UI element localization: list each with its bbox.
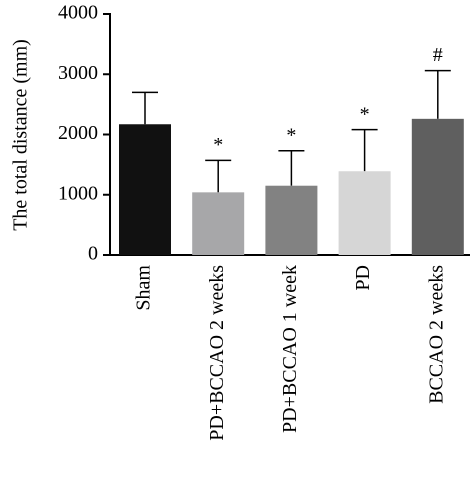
significance-label: *: [360, 103, 370, 125]
y-tick-label: 0: [88, 243, 98, 265]
significance-label: #: [433, 44, 443, 66]
y-tick-label: 4000: [58, 2, 98, 24]
bar: [265, 185, 318, 255]
y-tick-label: 3000: [58, 62, 98, 84]
x-tick-label: PD+BCCAO 2 weeks: [206, 265, 228, 441]
bar: [338, 171, 391, 255]
significance-label: *: [213, 134, 223, 156]
x-tick-label: BCCAO 2 weeks: [425, 265, 447, 404]
bar: [411, 118, 464, 256]
x-tick-label: Sham: [133, 265, 155, 311]
y-tick-label: 1000: [58, 182, 98, 204]
bar: [192, 192, 245, 255]
bar: [119, 124, 171, 255]
x-tick-label: PD+BCCAO 1 week: [279, 265, 301, 433]
y-tick-label: 2000: [58, 122, 98, 144]
y-axis-title: The total distance (mm): [10, 39, 32, 231]
significance-label: *: [286, 124, 296, 146]
x-tick-label: PD: [352, 265, 374, 291]
